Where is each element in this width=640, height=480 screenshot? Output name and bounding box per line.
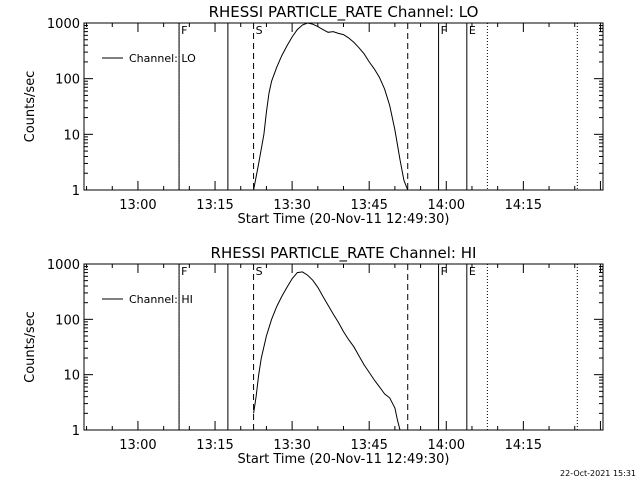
y-tick-label: 1 — [72, 424, 80, 439]
y-axis-label: Counts/sec — [23, 311, 38, 383]
event-marker-label: E — [469, 265, 476, 278]
y-tick-label: 1000 — [47, 258, 80, 273]
event-marker-label: S — [256, 24, 263, 37]
x-tick-label: 13:15 — [196, 198, 233, 213]
x-tick-label: 13:00 — [119, 198, 156, 213]
x-tick-label: 13:00 — [119, 438, 156, 453]
x-tick-label: 13:15 — [196, 438, 233, 453]
y-axis-label: Counts/sec — [23, 71, 38, 143]
chart-panel-0: RHESSI PARTICLE_RATE Channel: LO 1 10 100 10… — [23, 3, 604, 227]
y-tick-label: 1000 — [47, 17, 80, 32]
event-marker-label: S — [256, 265, 263, 278]
x-tick-label: 13:45 — [350, 198, 387, 213]
legend-label: Channel: HI — [129, 293, 193, 306]
x-tick-label: 14:15 — [505, 438, 542, 453]
chart-panel-1: RHESSI PARTICLE_RATE Channel: HI 1 10 100 10… — [23, 244, 604, 467]
chart-title: RHESSI PARTICLE_RATE Channel: LO — [209, 3, 479, 22]
chart-title: RHESSI PARTICLE_RATE Channel: HI — [211, 244, 477, 263]
x-tick-label: 13:30 — [273, 198, 310, 213]
plot-frame — [83, 22, 604, 191]
y-tick-label: 100 — [55, 73, 80, 88]
y-tick-label: 10 — [63, 369, 80, 384]
plot-frame — [83, 263, 604, 431]
event-marker-label: F — [181, 24, 187, 37]
event-marker-label: F — [441, 265, 447, 278]
event-marker-label: F — [181, 265, 187, 278]
x-tick-label: 14:15 — [505, 198, 542, 213]
event-marker-label: E — [469, 24, 476, 37]
x-axis-label: Start Time (20-Nov-11 12:49:30) — [238, 452, 450, 467]
x-tick-label: 13:30 — [273, 438, 310, 453]
x-axis-label: Start Time (20-Nov-11 12:49:30) — [238, 212, 450, 227]
event-marker-label: F — [441, 24, 447, 37]
y-tick-label: 10 — [63, 128, 80, 143]
x-tick-label: 13:45 — [350, 438, 387, 453]
x-tick-label: 14:00 — [428, 198, 465, 213]
x-tick-label: 14:00 — [428, 438, 465, 453]
y-tick-label: 1 — [72, 184, 80, 199]
legend-label: Channel: LO — [129, 52, 196, 65]
y-tick-label: 100 — [55, 313, 80, 328]
series-line — [253, 22, 409, 191]
series-line — [253, 271, 401, 431]
